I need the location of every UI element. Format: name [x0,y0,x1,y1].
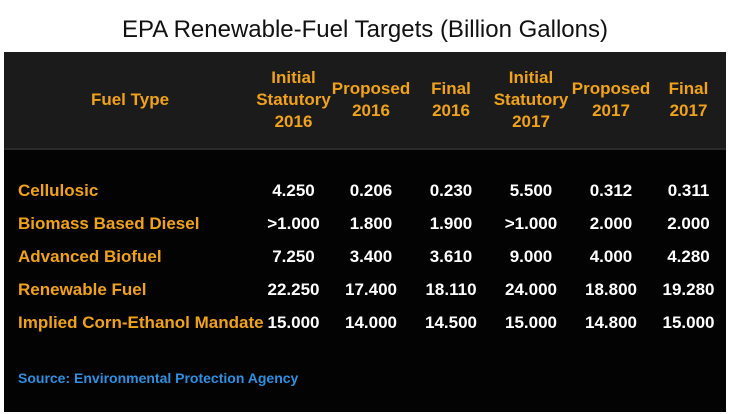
column-header-line: Initial [508,68,554,87]
table-cell: 3.610 [429,246,473,266]
column-header-fuel-type: Fuel Type [4,52,256,148]
column-header-line: 2017 [512,112,550,131]
table-cell: 15.000 [505,312,557,332]
table-cell: 0.311 [667,180,710,200]
table-cell: 3.400 [349,246,393,266]
row-label: Biomass Based Diesel [18,213,200,233]
table-cell: 24.000 [505,279,557,299]
table-cell: 19.280 [662,279,715,299]
column-header-line: Statutory [493,90,569,109]
column-header: Final 2017 [651,52,726,148]
column-header-line: Proposed [331,79,411,98]
column-header: Initial Statutory 2017 [491,52,571,148]
table-cell: 15.000 [662,312,715,332]
table-cell: 5.500 [509,180,553,200]
table-row: Implied Corn-Ethanol Mandate 15.000 14.000… [4,306,726,339]
column-header-line: Final [668,79,709,98]
spacer-row [4,148,726,174]
table-cell: 4.280 [667,246,710,266]
column-header-line: Initial [271,68,316,87]
row-label: Implied Corn-Ethanol Mandate [18,312,264,332]
table-cell: 22.250 [267,279,320,299]
column-header: Initial Statutory 2016 [256,52,331,148]
header-row: Fuel Type Initial Statutory 2016 Proposed 201… [4,52,726,148]
table-cell: 0.206 [349,180,393,200]
table-body: Cellulosic 4.250 0.206 0.230 5.500 0.312 0.311… [4,148,726,339]
column-header-line: 2017 [592,101,630,120]
table-cell: 9.000 [509,246,553,266]
table-row: Biomass Based Diesel >1.000 1.800 1.900 >1.0… [4,207,726,240]
table-row: Cellulosic 4.250 0.206 0.230 5.500 0.312 0.311 [4,174,726,207]
table-cell: 2.000 [667,213,710,233]
column-header-line: Proposed [571,79,651,98]
table-cell: 0.312 [589,180,633,200]
table-cell: 14.000 [345,312,397,332]
column-header-line: Fuel Type [90,90,170,109]
column-header-line: Statutory [256,90,331,109]
table-cell: 4.000 [589,246,633,266]
table-cell: >1.000 [504,213,558,233]
table-cell: 1.800 [349,213,393,233]
column-header-line: 2017 [669,101,708,120]
table-cell: 7.250 [272,246,315,266]
table-cell: 0.230 [429,180,473,200]
table-row: Advanced Biofuel 7.250 3.400 3.610 9.000 4.00… [4,240,726,273]
row-label: Renewable Fuel [18,279,147,299]
row-label: Advanced Biofuel [18,246,162,266]
table-panel: Fuel Type Initial Statutory 2016 Proposed 201… [4,52,726,412]
table-cell: >1.000 [267,213,320,233]
table-cell: 18.110 [425,279,477,299]
table-cell: 17.400 [345,279,397,299]
chart-title: EPA Renewable-Fuel Targets (Billion Gall… [121,16,608,43]
table-row: Renewable Fuel 22.250 17.400 18.110 24.000 18… [4,273,726,306]
source-note: Source: Environmental Protection Agency [18,370,299,386]
table-cell: 18.800 [585,279,637,299]
table-cell: 1.900 [429,213,473,233]
header-band [4,52,726,150]
column-header: Final 2016 [411,52,491,148]
column-header-line: 2016 [274,112,313,131]
row-label: Cellulosic [18,180,99,200]
column-header-line: 2016 [432,101,470,120]
table-cell: 14.800 [585,312,637,332]
table-cell: 15.000 [267,312,320,332]
table-cell: 4.250 [272,180,315,200]
fuel-targets-table: Fuel Type Initial Statutory 2016 Proposed 201… [4,52,726,339]
table-cell: 2.000 [589,213,633,233]
table-cell: 14.500 [425,312,477,332]
column-header-line: 2016 [352,101,390,120]
column-header-line: Final [431,79,471,98]
spacer-cell [4,148,726,174]
column-header: Proposed 2016 [331,52,411,148]
column-header: Proposed 2017 [571,52,651,148]
